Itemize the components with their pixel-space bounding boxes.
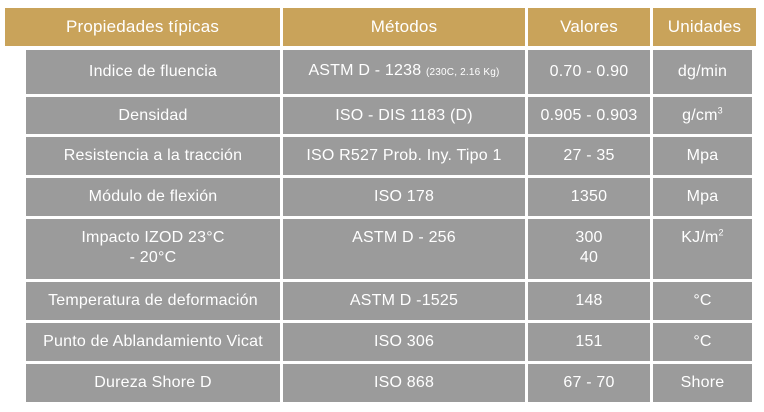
cell-text: g/cm3 — [682, 106, 723, 126]
table-cell: ASTM D - 256 — [283, 219, 525, 279]
cell-main: g/cm — [682, 107, 718, 124]
header-cell: Unidades — [653, 8, 756, 46]
table-cell: Impacto IZOD 23°C - 20°C — [26, 219, 280, 279]
table-cell: dg/min — [653, 50, 752, 94]
table-cell: KJ/m2 — [653, 219, 752, 279]
table-cell: Módulo de flexión — [26, 178, 280, 216]
cell-main: ASTM D - 1238 — [308, 62, 422, 79]
cell-line: - 20°C — [129, 249, 177, 266]
table-cell: 0.905 - 0.903 — [528, 97, 650, 134]
cell-line: Impacto IZOD 23°C — [81, 229, 225, 246]
table-cell: ISO 178 — [283, 178, 525, 216]
header-cell: Valores — [528, 8, 650, 46]
cell-line: 40 — [579, 249, 599, 266]
table-cell: Mpa — [653, 178, 752, 216]
table-cell: Mpa — [653, 137, 752, 175]
table-cell: Indice de fluencia — [26, 50, 280, 94]
table-cell: ISO R527 Prob. Iny. Tipo 1 — [283, 137, 525, 175]
table-cell: Densidad — [26, 97, 280, 134]
table-cell: ASTM D -1525 — [283, 282, 525, 320]
cell-line: 300 — [575, 229, 603, 246]
header-cell: Métodos — [283, 8, 525, 46]
table-cell: Punto de Ablandamiento Vicat — [26, 323, 280, 361]
table-cell: 27 - 35 — [528, 137, 650, 175]
table-cell: °C — [653, 282, 752, 320]
table-cell: ISO 306 — [283, 323, 525, 361]
table-cell: 151 — [528, 323, 650, 361]
table-cell: ISO - DIS 1183 (D) — [283, 97, 525, 134]
cell-main: KJ/m — [681, 229, 719, 246]
table-cell: 148 — [528, 282, 650, 320]
cell-sup: 2 — [718, 227, 724, 238]
cell-text: ASTM D - 1238 (230C, 2.16 Kg) — [308, 61, 499, 83]
table-cell: g/cm3 — [653, 97, 752, 134]
table-cell: Dureza Shore D — [26, 364, 280, 402]
table-cell: ASTM D - 1238 (230C, 2.16 Kg) — [283, 50, 525, 94]
table-cell: Resistencia a la tracción — [26, 137, 280, 175]
table-cell: 1350 — [528, 178, 650, 216]
header-cell: Propiedades típicas — [5, 8, 280, 46]
cell-note: (230C, 2.16 Kg) — [425, 67, 500, 78]
table-cell: 300 40 — [528, 219, 650, 279]
table-cell: Temperatura de deformación — [26, 282, 280, 320]
table-cell: 67 - 70 — [528, 364, 650, 402]
table-cell: °C — [653, 323, 752, 361]
table-cell: Shore — [653, 364, 752, 402]
table-cell: 0.70 - 0.90 — [528, 50, 650, 94]
table-cell: ISO 868 — [283, 364, 525, 402]
cell-text: KJ/m2 — [681, 228, 723, 248]
cell-sup: 3 — [717, 105, 723, 116]
